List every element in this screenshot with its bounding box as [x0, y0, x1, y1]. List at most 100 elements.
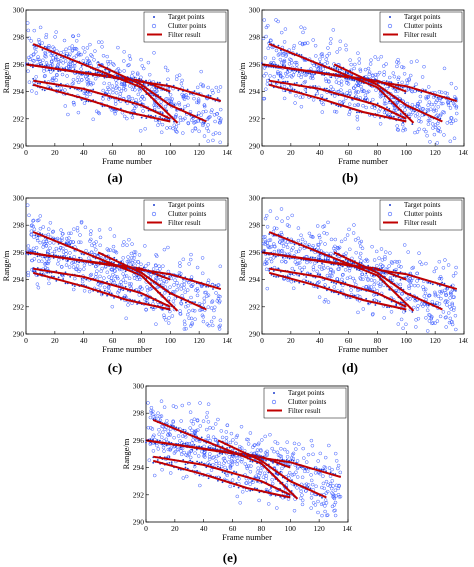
clutter-point	[422, 64, 426, 69]
clutter-point	[138, 129, 143, 133]
target-point	[115, 266, 117, 269]
clutter-point	[31, 224, 35, 229]
clutter-point	[227, 455, 232, 459]
target-point	[69, 243, 72, 246]
clutter-point	[211, 456, 215, 460]
clutter-point	[246, 442, 251, 446]
clutter-point	[346, 82, 351, 86]
clutter-point	[425, 329, 430, 333]
clutter-point	[437, 89, 442, 94]
target-point	[351, 74, 353, 77]
clutter-point	[341, 272, 345, 277]
clutter-point	[29, 39, 33, 43]
clutter-point	[303, 240, 308, 245]
target-point	[129, 290, 132, 293]
target-point	[152, 438, 154, 441]
clutter-point	[426, 94, 431, 99]
clutter-point	[71, 240, 75, 244]
clutter-point	[78, 267, 82, 272]
clutter-point	[265, 241, 270, 245]
target-point	[41, 49, 44, 51]
clutter-point	[189, 448, 194, 453]
clutter-point	[147, 458, 152, 462]
target-point	[290, 459, 293, 462]
clutter-point	[336, 486, 341, 491]
clutter-point	[111, 278, 116, 283]
target-point	[267, 490, 270, 492]
clutter-point	[259, 469, 263, 473]
clutter-point	[186, 303, 190, 308]
clutter-point	[356, 51, 360, 55]
clutter-point	[217, 120, 222, 125]
clutter-point	[289, 248, 294, 252]
clutter-point	[454, 106, 459, 110]
clutter-point	[320, 513, 324, 518]
clutter-point	[172, 123, 177, 127]
target-point	[136, 303, 139, 305]
clutter-point	[373, 55, 377, 59]
target-point	[191, 448, 194, 451]
clutter-point	[275, 216, 279, 220]
legend-target-label: Target points	[168, 201, 205, 209]
clutter-point	[435, 113, 439, 117]
filter-result-line	[33, 79, 171, 120]
clutter-point	[214, 291, 218, 295]
clutter-point	[88, 273, 93, 278]
clutter-point	[340, 277, 344, 282]
target-point	[55, 54, 58, 57]
clutter-point	[266, 502, 271, 506]
clutter-point	[47, 281, 51, 286]
target-point	[349, 108, 351, 111]
clutter-point	[36, 55, 40, 59]
target-point	[307, 280, 310, 283]
target-point	[342, 280, 344, 283]
clutter-point	[195, 293, 200, 298]
clutter-point	[379, 262, 383, 267]
clutter-point	[438, 129, 442, 134]
x-tick-label: 140	[222, 148, 232, 157]
clutter-point	[323, 298, 328, 302]
clutter-point	[396, 322, 401, 326]
target-point	[427, 281, 430, 284]
clutter-point	[228, 465, 233, 469]
clutter-point	[29, 224, 34, 228]
clutter-point	[70, 44, 75, 48]
target-point	[397, 85, 400, 88]
target-point	[182, 459, 185, 461]
clutter-point	[55, 72, 59, 77]
clutter-point	[439, 90, 444, 95]
clutter-point	[55, 236, 60, 241]
clutter-point	[283, 259, 288, 264]
target-point	[279, 471, 282, 473]
clutter-point	[53, 56, 58, 61]
clutter-point	[383, 250, 388, 254]
target-point	[92, 263, 94, 266]
clutter-point	[198, 308, 202, 313]
panel-label: (b)	[342, 170, 358, 185]
filter-result-line	[268, 43, 415, 124]
clutter-point	[311, 38, 315, 42]
clutter-point	[317, 235, 322, 240]
clutter-point	[117, 267, 122, 272]
clutter-point	[160, 424, 164, 429]
clutter-point	[311, 98, 316, 102]
clutter-point	[303, 489, 308, 493]
clutter-point	[322, 486, 327, 491]
clutter-point	[105, 270, 110, 275]
clutter-point	[160, 467, 164, 472]
target-point	[80, 99, 83, 101]
target-point	[113, 261, 115, 264]
clutter-point	[230, 460, 235, 465]
clutter-point	[143, 297, 147, 302]
clutter-point	[369, 278, 374, 282]
clutter-point	[108, 248, 113, 252]
clutter-point	[209, 306, 214, 310]
clutter-point	[156, 123, 160, 127]
clutter-point	[335, 277, 339, 281]
clutter-point	[366, 278, 370, 282]
clutter-point	[119, 89, 124, 93]
chart-panel: 0 20 40 60 80 100 120 140 290 292 294 296 298 300 Fram…	[238, 2, 468, 188]
clutter-point	[298, 95, 303, 99]
clutter-point	[78, 233, 82, 237]
clutter-point	[175, 74, 179, 79]
